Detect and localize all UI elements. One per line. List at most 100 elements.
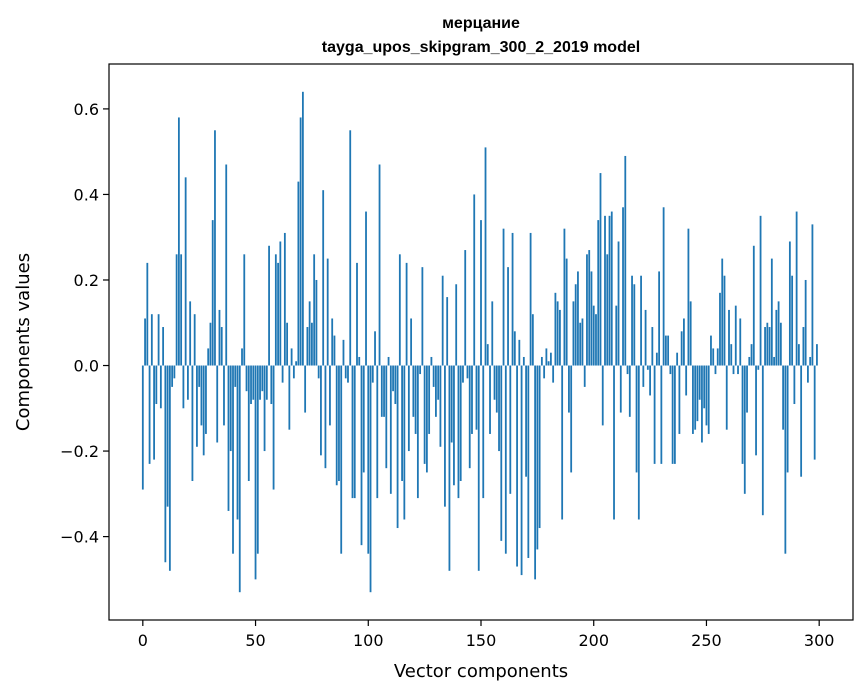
bar-111 [392,365,394,392]
bar-39 [229,365,232,452]
bar-87 [338,365,340,481]
bar-176 [538,365,541,529]
bar-236 [673,365,676,464]
bar-93 [351,365,354,499]
x-tick-label: 200 [578,631,609,650]
bar-96 [358,356,361,366]
bar-54 [263,365,266,452]
bar-188 [565,258,568,366]
bar-161 [504,365,507,554]
bar-95 [356,262,358,366]
y-tick-label: −0.2 [60,442,99,461]
bar-267 [743,365,746,494]
bar-203 [599,173,602,366]
bar-282 [777,301,780,366]
bar-146 [471,365,473,434]
bar-69 [297,181,300,366]
bar-261 [730,344,733,366]
bar-9 [162,327,165,366]
bar-72 [304,365,307,413]
bar-36 [223,365,225,426]
bar-147 [473,194,476,366]
y-tick-label: 0.2 [74,271,99,290]
bar-279 [770,258,773,366]
bar-132 [439,365,442,447]
bar-110 [389,365,392,494]
bar-68 [295,361,298,366]
bar-74 [308,301,311,366]
bar-222 [642,365,645,387]
bar-29 [207,348,210,366]
bar-162 [507,267,509,366]
bar-50 [254,365,257,580]
bar-21 [189,301,192,366]
bar-226 [651,327,654,366]
bar-163 [509,365,512,494]
bar-6 [155,365,158,405]
bar-58 [272,365,275,490]
bar-76 [313,254,316,366]
bar-16 [177,117,180,366]
bar-62 [281,365,284,383]
bar-15 [175,254,178,366]
bar-158 [498,365,500,452]
y-tick-label: −0.4 [60,528,99,547]
bar-60 [277,262,279,366]
bar-59 [274,254,277,366]
bar-214 [624,155,627,366]
x-tick-label: 100 [353,631,384,650]
bar-195 [581,318,584,366]
bar-220 [637,365,640,520]
bar-13 [171,365,174,387]
bar-153 [486,344,489,366]
bar-89 [342,339,345,366]
bar-291 [797,344,800,366]
bar-34 [218,309,221,366]
chart-title-line-1: мерцание [442,15,520,32]
bar-252 [710,335,712,366]
bar-266 [741,365,744,464]
y-axis-label: Components values [13,253,34,431]
bar-61 [279,241,282,366]
bar-207 [608,215,611,366]
bar-219 [635,365,638,473]
bar-165 [513,331,516,366]
bar-215 [626,365,629,375]
bar-134 [444,365,446,507]
bar-8 [159,365,162,409]
bar-230 [660,365,663,464]
bar-78 [317,365,320,379]
bar-119 [410,318,413,366]
bar-212 [619,365,622,413]
chart-title-line-2: tayga_upos_skipgram_300_2_2019 model [322,39,640,56]
bar-57 [270,365,273,405]
bar-278 [768,327,771,366]
bar-121 [414,365,417,434]
bar-202 [597,220,600,366]
bar-223 [644,309,647,366]
bar-35 [220,327,223,366]
bar-31 [211,220,214,366]
bar-184 [556,301,559,366]
bar-217 [631,275,633,366]
bar-11 [166,365,169,507]
bar-235 [671,365,674,464]
bar-239 [680,331,683,366]
bar-254 [714,365,717,375]
bar-297 [811,224,814,366]
bar-260 [728,309,730,366]
x-tick-label: 150 [466,631,497,650]
bar-139 [455,284,458,366]
bar-107 [383,365,385,417]
bar-287 [788,241,791,366]
bar-154 [489,365,491,434]
bar-208 [610,211,613,366]
bar-296 [809,356,812,366]
bar-193 [577,271,579,366]
bar-237 [676,352,679,366]
bar-275 [761,365,764,516]
bar-274 [759,215,762,366]
bar-271 [752,245,755,366]
bar-292 [800,365,803,477]
bar-24 [196,365,198,447]
